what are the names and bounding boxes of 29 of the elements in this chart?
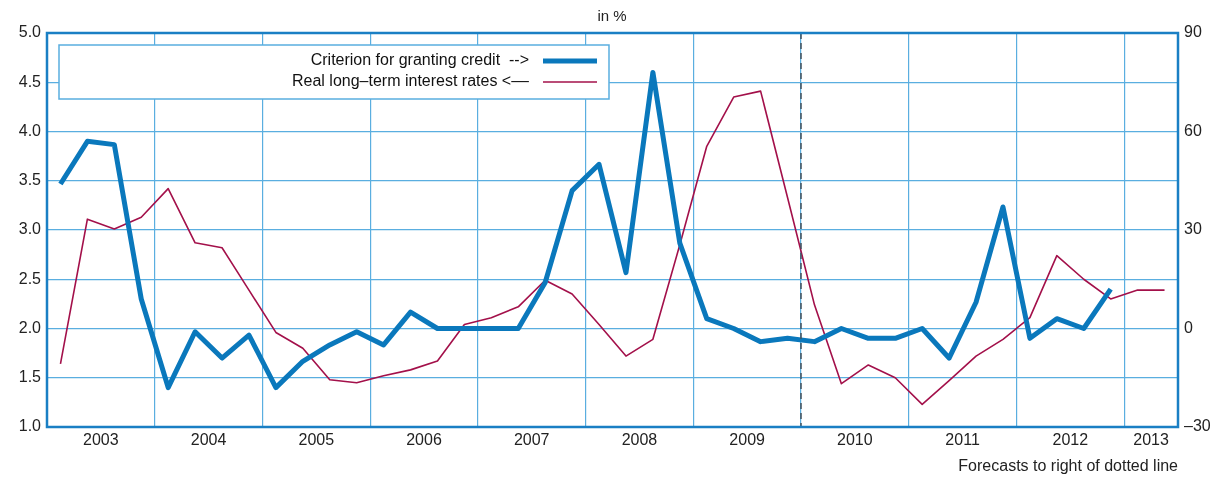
x-tick-label: 2011 xyxy=(945,431,980,449)
x-tick-label: 2007 xyxy=(513,431,550,449)
x-tick-label: 2003 xyxy=(83,431,119,449)
y2-tick-label: 60 xyxy=(1184,121,1202,139)
x-tick-label: 2004 xyxy=(190,431,227,449)
y2-tick-label: 90 xyxy=(1184,23,1202,41)
y-tick-label: 1.0 xyxy=(18,417,42,435)
y-tick-label: 3.5 xyxy=(18,171,42,189)
x-tick-label: 2009 xyxy=(729,431,766,449)
y-tick-label: 2.0 xyxy=(18,318,42,336)
text: Forecasts to right of dotted line xyxy=(958,457,1179,475)
chart-title: in % xyxy=(597,7,627,25)
legend-label: Real long–term interest rates <–– xyxy=(291,72,530,90)
x-tick-label: 2006 xyxy=(406,431,442,449)
y-tick-label: 5.0 xyxy=(18,23,42,41)
x-tick-label: 2013 xyxy=(1133,431,1169,449)
y-tick-label: 4.0 xyxy=(18,121,42,139)
y-tick-label: 4.5 xyxy=(18,72,42,90)
x-tick-label: 2005 xyxy=(298,431,335,449)
y2-tick-label: 30 xyxy=(1184,220,1202,238)
y-tick-label: 1.5 xyxy=(18,368,42,386)
y2-tick-label: –30 xyxy=(1184,417,1211,435)
y-tick-label: 2.5 xyxy=(18,269,42,287)
x-tick-label: 2012 xyxy=(1052,431,1089,449)
y-tick-label: 3.0 xyxy=(18,220,42,238)
x-tick-label: 2008 xyxy=(621,431,658,449)
legend-label: Criterion for granting credit --> xyxy=(310,51,529,69)
x-tick-label: 2010 xyxy=(837,431,873,449)
y2-tick-label: 0 xyxy=(1184,318,1193,336)
